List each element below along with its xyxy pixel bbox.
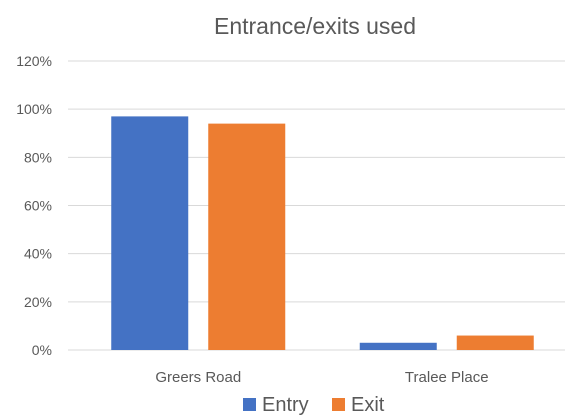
bar-entry-tralee-place (359, 342, 437, 350)
y-tick-label: 120% (16, 53, 52, 69)
legend-swatch (243, 398, 256, 411)
y-tick-label: 80% (24, 149, 52, 165)
legend-item-exit: Exit (332, 394, 385, 416)
legend-label: Exit (351, 394, 385, 416)
bars (111, 116, 534, 351)
bar-exit-tralee-place (456, 335, 534, 350)
legend-item-entry: Entry (243, 394, 309, 416)
bar-entry-greers-road (111, 116, 189, 351)
y-tick-label: 60% (24, 198, 52, 214)
y-tick-label: 20% (24, 294, 52, 310)
x-tick-label: Tralee Place (405, 369, 489, 386)
legend-label: Entry (262, 394, 309, 416)
y-tick-label: 0% (32, 342, 52, 358)
bar-exit-greers-road (208, 123, 286, 350)
chart-title: Entrance/exits used (214, 13, 416, 39)
x-axis-tick-labels: Greers Road Tralee Place (155, 369, 488, 386)
legend-swatch (332, 398, 345, 411)
y-axis-tick-labels: 0% 20% 40% 60% 80% 100% 120% (16, 53, 52, 358)
legend: Entry Exit (243, 394, 385, 416)
x-tick-label: Greers Road (155, 369, 241, 386)
y-tick-label: 40% (24, 246, 52, 262)
y-tick-label: 100% (16, 101, 52, 117)
